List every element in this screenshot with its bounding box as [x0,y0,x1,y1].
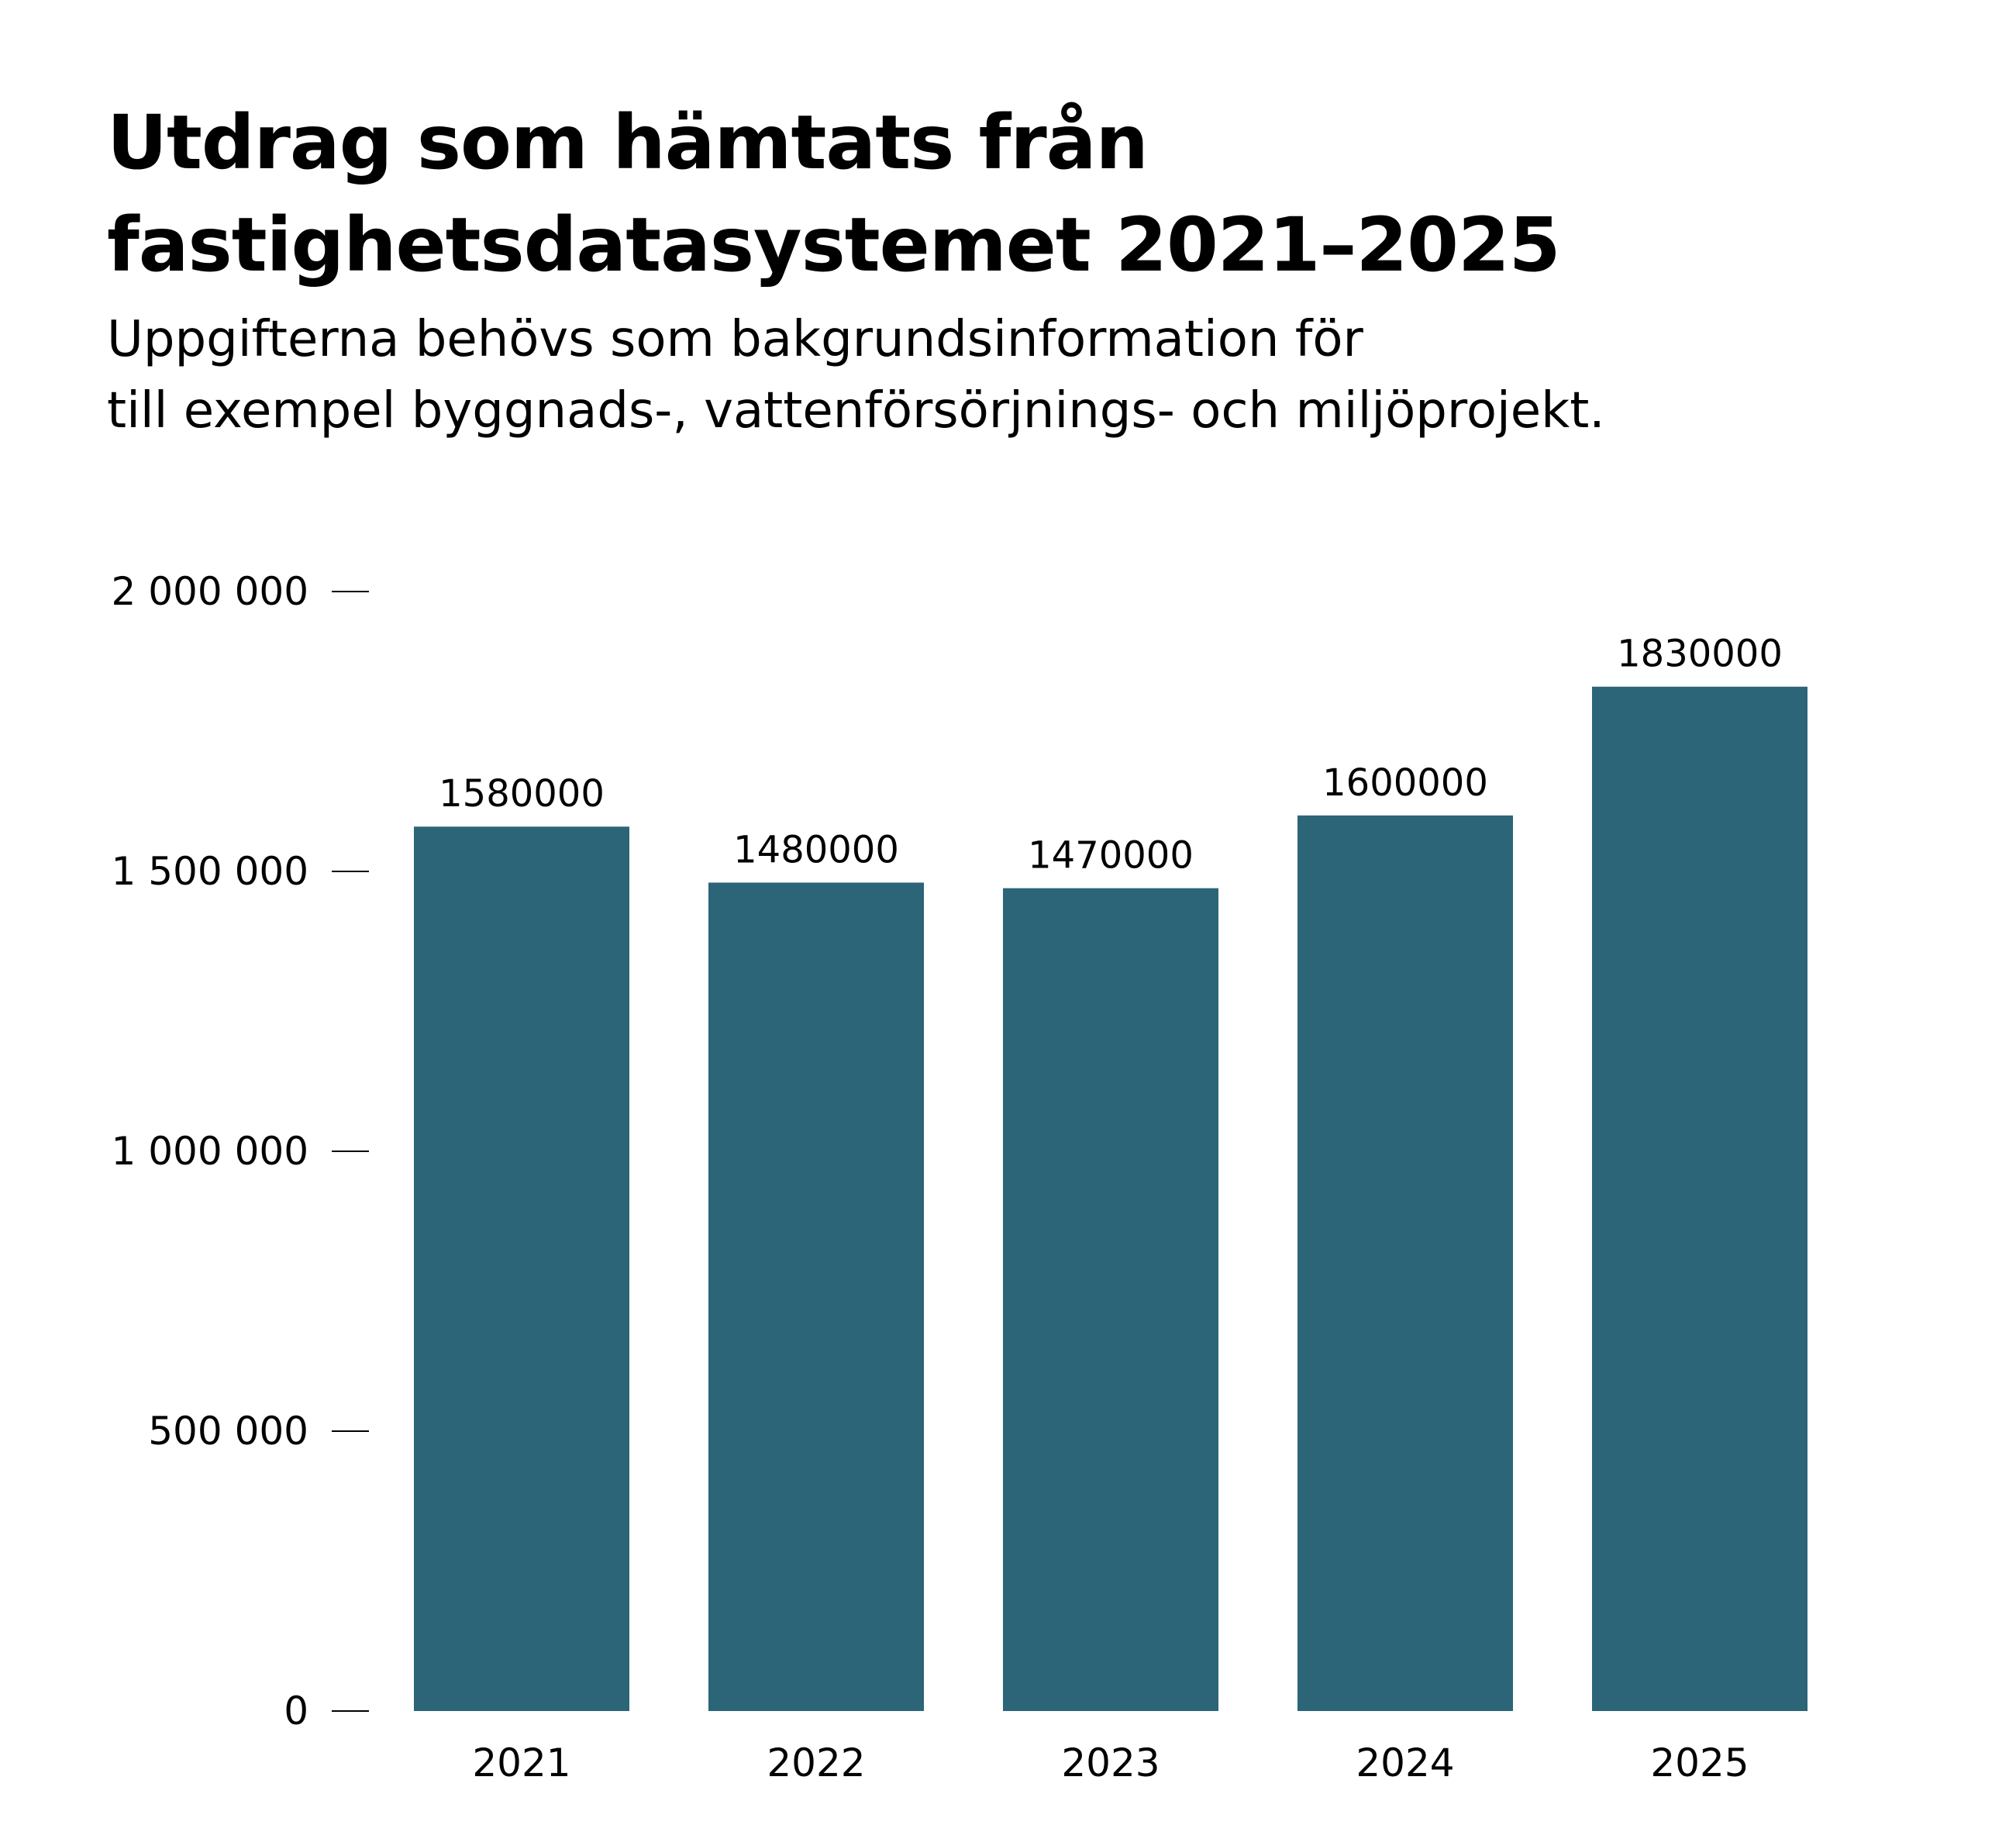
value-label-2022: 1480000 [733,828,899,871]
value-label-2023: 1470000 [1028,834,1194,878]
value-labels: 1580000 1480000 1470000 1600000 1830000 [439,633,1783,878]
x-tick-label-2023: 2023 [1061,1740,1160,1785]
y-axis: 0 500 000 1 000 000 1 500 000 2 000 000 [112,569,369,1734]
bar-2022 [708,882,924,1711]
y-tick-label: 2 000 000 [112,569,308,614]
chart-title: Utdrag som hämtats från fastighetsdatasy… [107,91,1890,296]
y-tick-label: 0 [284,1689,308,1734]
bar-series [414,686,1808,1711]
bar-2025 [1592,686,1808,1711]
x-tick-label-2024: 2024 [1356,1740,1454,1785]
y-tick-label: 1 500 000 [112,849,308,894]
bar-2023 [1003,888,1218,1711]
x-tick-label-2022: 2022 [767,1740,865,1785]
x-tick-label-2021: 2021 [472,1740,570,1785]
bar-2024 [1297,815,1513,1711]
y-tick-label: 500 000 [148,1409,308,1454]
value-label-2025: 1830000 [1617,633,1783,676]
x-axis: 2021 2022 2023 2024 2025 [472,1740,1749,1785]
bar-2021 [414,826,629,1711]
y-tick-label: 1 000 000 [112,1129,308,1174]
chart-subtitle-line-1: Uppgifterna behövs som bakgrundsinformat… [107,311,1363,368]
chart-subtitle-line-2: till exempel byggnads-, vattenförsörjnin… [107,382,1605,440]
chart-title-line-1: Utdrag som hämtats från [107,99,1149,186]
chart-subtitle: Uppgifterna behövs som bakgrundsinformat… [107,304,1928,447]
x-tick-label-2025: 2025 [1650,1740,1749,1785]
value-label-2021: 1580000 [439,772,605,816]
value-label-2024: 1600000 [1322,761,1488,805]
chart-title-line-2: fastighetsdatasystemet 2021–2025 [107,202,1561,288]
